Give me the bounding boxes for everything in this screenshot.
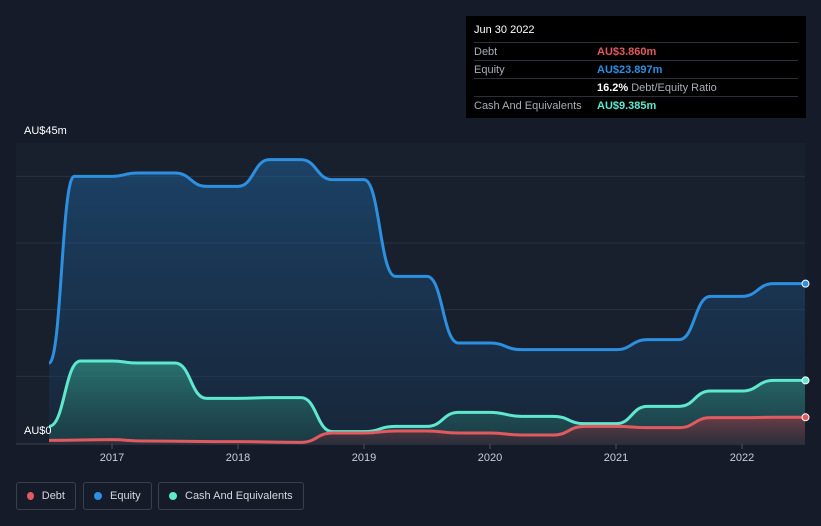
equity-area [49, 159, 805, 443]
debt-line [48, 415, 805, 444]
series-endpoints [801, 279, 810, 422]
legend-item-cash[interactable]: Cash And Equivalents [158, 482, 304, 510]
tooltip-cash-value: AU$9.385m [597, 99, 657, 112]
tooltip-equity-label: Equity [474, 63, 505, 76]
tooltip-date: Jun 30 2022 [474, 24, 798, 43]
y-axis-bottom-label: AU$0 [24, 425, 52, 437]
x-tick-label: 2019 [352, 452, 376, 464]
tooltip-debt-value: AU$3.860m [597, 45, 657, 58]
tooltip-row-equity: Equity AU$23.897m [474, 61, 798, 79]
debt-endpoint [801, 413, 810, 422]
x-tick-label: 2022 [730, 452, 754, 464]
tooltip-row-ratio: 16.2% Debt/Equity Ratio [474, 79, 798, 97]
x-tick-label: 2021 [604, 452, 628, 464]
tooltip-equity-value: AU$23.897m [597, 63, 663, 76]
tooltip-ratio-value: 16.2% [597, 81, 629, 94]
x-tick-label: 2017 [100, 452, 124, 464]
x-axis: 2017 2018 2019 2020 2021 2022 [100, 444, 754, 464]
tooltip-cash-label: Cash And Equivalents [474, 99, 582, 112]
tooltip-debt-label: Debt [474, 45, 498, 58]
y-axis-top-label: AU$45m [24, 125, 67, 137]
cash-line [48, 359, 805, 434]
equity-endpoint [801, 279, 810, 288]
legend-equity-label: Equity [110, 490, 141, 502]
data-tooltip: Jun 30 2022 Debt AU$3.860m Equity AU$23.… [466, 16, 806, 118]
equity-line [47, 158, 805, 365]
legend-item-debt[interactable]: Debt [16, 482, 76, 510]
tooltip-row-debt: Debt AU$3.860m [474, 43, 798, 61]
legend-cash-label: Cash And Equivalents [185, 490, 293, 502]
tooltip-row-cash: Cash And Equivalents AU$9.385m [474, 97, 798, 114]
series-areas [49, 159, 805, 443]
legend-item-equity[interactable]: Equity [83, 482, 152, 510]
cash-dot-icon [169, 492, 177, 500]
legend-debt-label: Debt [41, 490, 65, 502]
debt-dot-icon [27, 492, 34, 500]
equity-dot-icon [94, 492, 102, 500]
cash-endpoint [801, 376, 810, 385]
debt-area [49, 417, 805, 443]
tooltip-ratio-label: Debt/Equity Ratio [631, 81, 717, 94]
series-lines [47, 158, 805, 444]
cash-area [49, 361, 805, 443]
x-tick-label: 2018 [226, 452, 250, 464]
x-tick-label: 2020 [478, 452, 502, 464]
